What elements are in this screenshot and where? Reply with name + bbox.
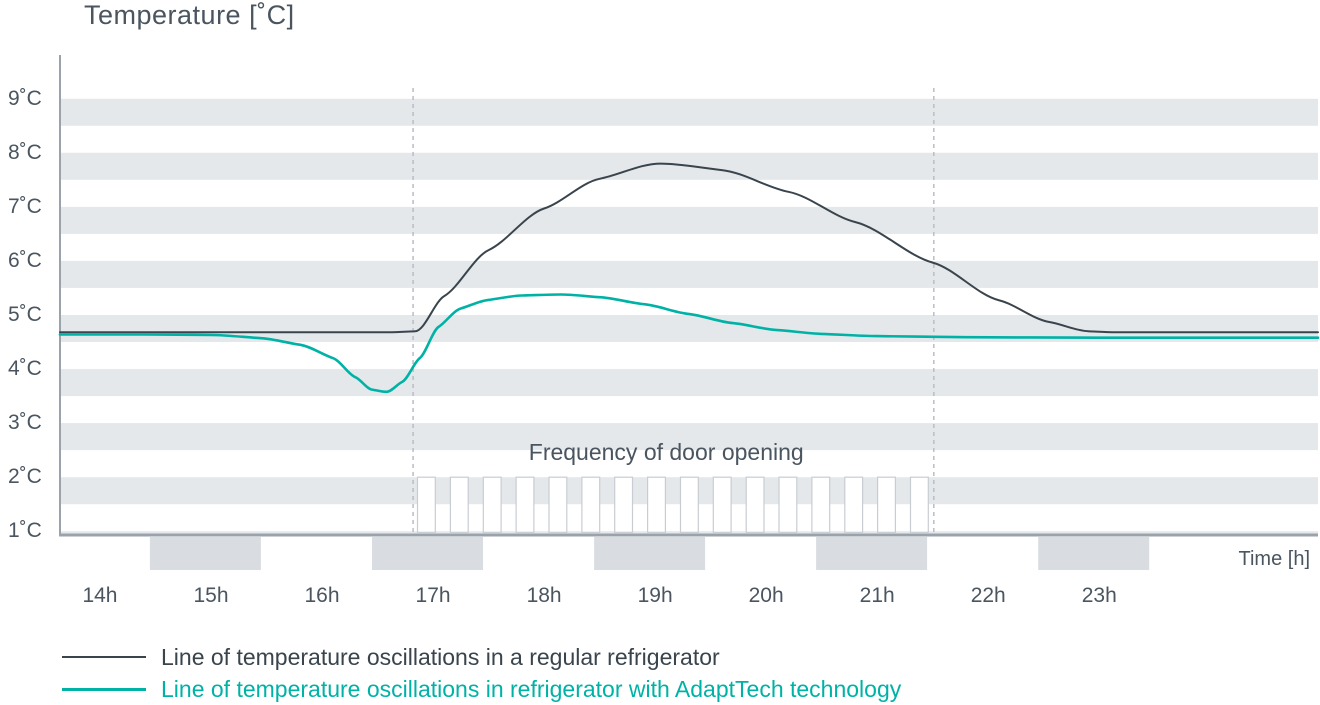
door-pulse [712, 476, 732, 533]
legend-line-swatch-adapttech [62, 687, 146, 691]
legend-item-regular: Line of temperature oscillations in a re… [62, 641, 901, 673]
x-tick-label: 22h [970, 584, 1006, 607]
door-pulse [778, 476, 798, 533]
door-pulse [876, 476, 896, 533]
y-tick-label: 8˚C [8, 140, 42, 164]
x-tick-label: 23h [1081, 584, 1117, 607]
axis-shade-block [149, 537, 261, 570]
y-tick-label: 6˚C [8, 248, 42, 272]
x-tick-label: 19h [637, 584, 673, 607]
stripe-band [61, 98, 1318, 126]
door-pulse [482, 476, 502, 533]
x-tick-label: 20h [748, 584, 784, 607]
y-tick-label: 7˚C [8, 194, 42, 218]
axis-shade-block [372, 537, 483, 570]
y-tick-label: 3˚C [8, 411, 42, 435]
door-pulse [844, 476, 864, 533]
y-tick-label: 9˚C [8, 86, 42, 110]
legend-line-swatch-regular [62, 656, 146, 658]
y-tick-label: 1˚C [8, 519, 42, 543]
stripe-band [61, 206, 1318, 234]
door-pulse [679, 476, 699, 533]
y-tick-label: 5˚C [8, 303, 42, 326]
door-pulse [416, 476, 436, 533]
axis-shade-block [594, 537, 706, 570]
legend-item-adapttech: Line of temperature oscillations in refr… [62, 673, 901, 705]
x-tick-label: 16h [304, 584, 340, 607]
door-pulse [548, 476, 568, 533]
stripe-band [61, 531, 1318, 535]
axis-shade-block [1038, 537, 1150, 570]
chart-title: Temperature [˚C] [84, 0, 295, 30]
door-pulse [745, 476, 765, 533]
x-tick-label: 15h [193, 584, 229, 607]
door-pulse [614, 476, 634, 533]
door-frequency-label: Frequency of door opening [528, 438, 804, 465]
y-tick-label: 2˚C [8, 465, 42, 489]
legend: Line of temperature oscillations in a re… [62, 641, 901, 705]
door-pulse [515, 476, 535, 533]
door-pulse [646, 476, 666, 533]
x-tick-label: 17h [415, 584, 451, 607]
x-tick-label: 14h [82, 584, 118, 607]
door-pulse [581, 476, 601, 533]
legend-label-adapttech: Line of temperature oscillations in refr… [161, 675, 902, 702]
stripe-band [61, 260, 1318, 288]
axis-shade-block [816, 537, 928, 570]
series-line-adapttech [58, 293, 1320, 394]
stripe-band [61, 369, 1318, 397]
door-pulse [909, 476, 929, 533]
y-tick-label: 4˚C [8, 357, 42, 381]
door-pulse [449, 476, 469, 533]
series-line-regular [59, 162, 1319, 334]
x-tick-label: 18h [526, 584, 562, 607]
legend-label-regular: Line of temperature oscillations in a re… [161, 643, 720, 670]
x-tick-label: 21h [859, 584, 895, 607]
stripe-band [61, 423, 1318, 451]
x-axis-title: Time [h] [1238, 548, 1311, 570]
door-pulse [811, 476, 831, 533]
